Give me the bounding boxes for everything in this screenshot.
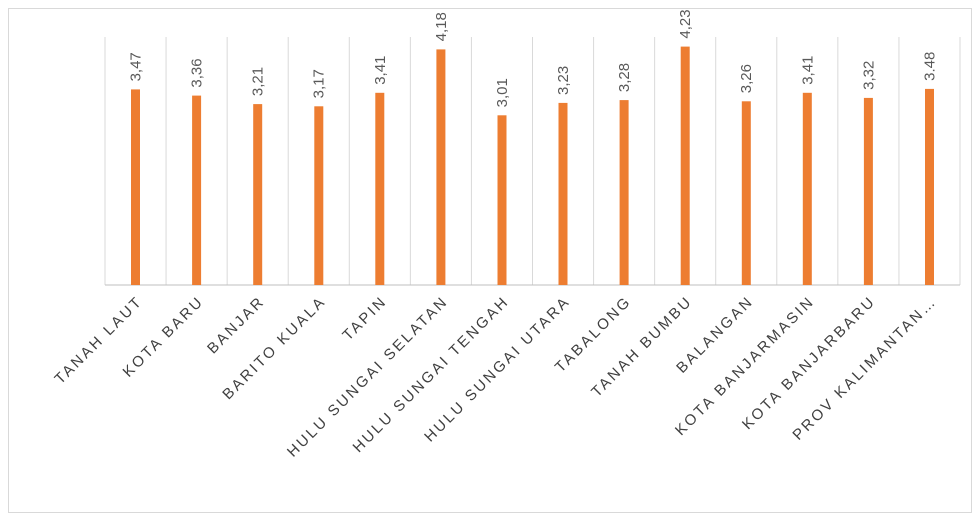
data-label: 3,01 [494, 78, 511, 107]
data-label: 3,23 [555, 66, 572, 95]
category-label: BANJAR [204, 293, 268, 357]
bar-7 [558, 102, 568, 286]
bar-12 [863, 97, 873, 286]
bar-3 [314, 106, 324, 285]
bar-6 [497, 115, 507, 285]
bar-10 [741, 101, 751, 285]
bar-13 [925, 88, 934, 286]
data-label: 3,28 [616, 63, 633, 92]
data-label: 3,36 [189, 58, 206, 87]
data-label: 3,41 [799, 56, 816, 85]
bar-4 [375, 92, 385, 285]
data-label: 3,21 [250, 67, 267, 96]
bar-0 [131, 89, 140, 286]
data-label: 3,26 [738, 64, 755, 93]
bar-1 [192, 95, 202, 285]
data-label: 4,18 [433, 12, 450, 41]
bar-2 [253, 104, 263, 285]
bar-5 [436, 49, 446, 286]
category-label: BARITO KUALA [219, 293, 329, 403]
category-label: TANAH BUMBU [588, 293, 696, 401]
data-label: 3,41 [372, 56, 389, 85]
bar-8 [619, 100, 629, 285]
category-label: TAPIN [339, 293, 390, 344]
data-label: 3,47 [128, 52, 145, 81]
data-label: 4,23 [677, 9, 694, 38]
bar-9 [680, 46, 690, 285]
data-label: 3,32 [860, 61, 877, 90]
data-label: 3.48 [921, 52, 938, 81]
bar-11 [802, 92, 812, 285]
data-label: 3,17 [311, 69, 328, 98]
